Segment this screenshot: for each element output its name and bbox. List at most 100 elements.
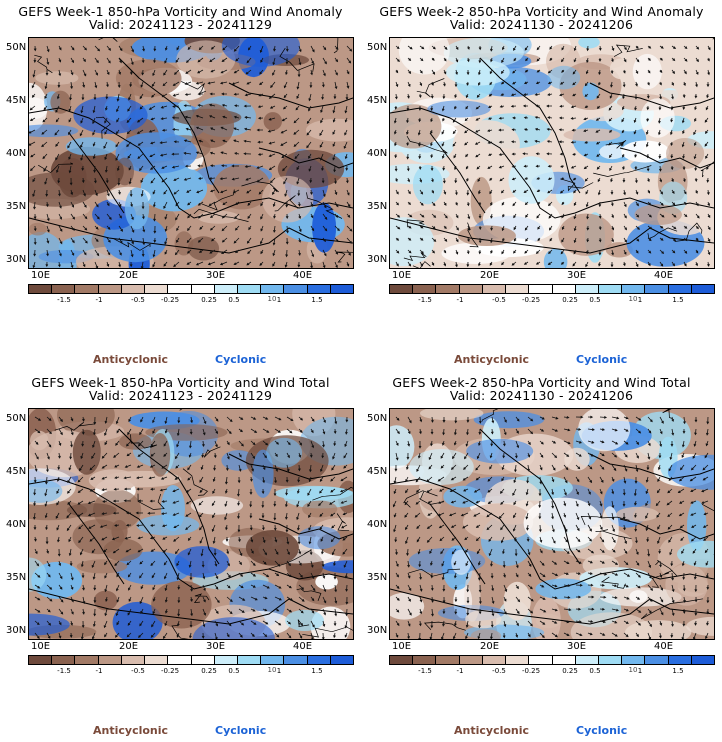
vorticity-blob [634,204,682,226]
wind-arrow [212,512,216,519]
wind-arrow [128,93,132,101]
border-line [274,195,299,212]
wind-arrow [539,440,544,445]
colorbar-label: -0.25 [521,667,541,675]
wind-arrow [587,500,591,507]
wind-arrow [285,476,289,483]
wind-arrow [393,488,397,495]
wind-arrow [310,249,315,258]
wind-arrow [707,225,711,231]
wind-arrow [246,57,252,64]
wind-arrow [551,500,555,509]
wind-arrow [345,177,349,184]
wind-arrow [563,620,570,624]
wind-arrow [465,620,469,628]
colorbar-swatch [645,285,669,293]
wind-arrow [343,464,348,469]
border-line [605,140,627,149]
wind-arrow [221,57,228,62]
wind-arrow [419,237,424,241]
wind-arrow [621,141,625,147]
wind-arrow [320,536,324,542]
wind-arrow [659,440,663,448]
panel-week1-anomaly: GEFS Week-1 850-hPa Vorticity and Wind A… [0,0,361,371]
wind-arrow [683,261,687,267]
colorbar-label: 1.5 [311,296,323,304]
wind-arrow [585,69,589,75]
wind-arrow [298,57,302,66]
vorticity-map [28,408,354,640]
border-line [193,208,249,222]
wind-arrow [623,45,627,51]
wind-arrow [30,165,36,172]
wind-arrow [262,632,268,638]
wind-arrow [94,225,99,230]
colorbar-label: 1 [637,667,643,675]
wind-arrow [45,261,49,268]
wind-arrow [464,536,469,541]
wind-arrow [599,607,606,611]
wind-arrow [345,416,349,423]
colorbar-label: 0.25 [201,296,217,304]
wind-arrow [683,249,688,254]
wind-arrow [694,596,698,603]
wind-arrow [124,464,132,468]
wind-arrow [659,225,664,229]
wind-arrow [237,500,241,506]
wind-arrow [226,572,231,578]
panel-week1-total: GEFS Week-1 850-hPa Vorticity and Wind T… [0,371,361,742]
wind-arrow [572,69,577,75]
wind-arrow [695,201,699,207]
wind-arrow [334,225,340,232]
wind-arrow [588,595,595,599]
wind-arrow [43,105,48,111]
wind-arrow [407,81,411,87]
colorbar-swatch [284,656,308,664]
wind-arrow [210,189,216,193]
wind-arrow [395,69,399,74]
wind-arrow [115,129,120,135]
wind-arrow [249,500,253,508]
wind-arrow [646,105,650,111]
wind-arrow [463,464,469,470]
wind-arrow [273,524,277,531]
wind-arrow [611,440,619,445]
wind-arrow [705,560,709,566]
wind-arrow [214,416,219,422]
wind-arrow [226,440,230,446]
wind-arrow [490,620,494,628]
wind-arrow [79,548,84,556]
wind-arrow [610,177,613,183]
wind-arrow [103,141,108,149]
wind-arrow [189,620,193,628]
wind-arrow [608,141,613,146]
wind-arrow [322,416,326,424]
wind-arrow [55,153,60,161]
wind-arrow [659,632,662,639]
wind-arrow [514,452,518,459]
wind-arrow [560,165,565,168]
wind-arrow [646,464,650,471]
wind-arrow [645,512,649,519]
wind-arrow [440,548,445,555]
longitude-label: 10E [392,270,412,281]
longitude-label: 10E [392,641,412,652]
border-line [335,251,353,263]
wind-arrow [393,476,397,484]
wind-arrow [285,237,289,245]
border-line [418,491,444,505]
wind-arrow [185,127,192,131]
wind-arrow [80,141,84,149]
colorbar-swatch [52,656,76,664]
wind-arrow [69,632,73,638]
wind-arrow [419,584,423,592]
longitude-label: 30E [206,270,226,281]
wind-arrow [623,608,629,612]
wind-arrow [476,93,481,98]
border-line [54,422,96,431]
wind-arrow [442,608,446,615]
panel-title: GEFS Week-1 850-hPa Vorticity and Wind T… [31,375,330,390]
wind-arrow [706,93,709,99]
wind-arrow [466,249,470,255]
colorbar-label: 0.5 [228,667,240,675]
